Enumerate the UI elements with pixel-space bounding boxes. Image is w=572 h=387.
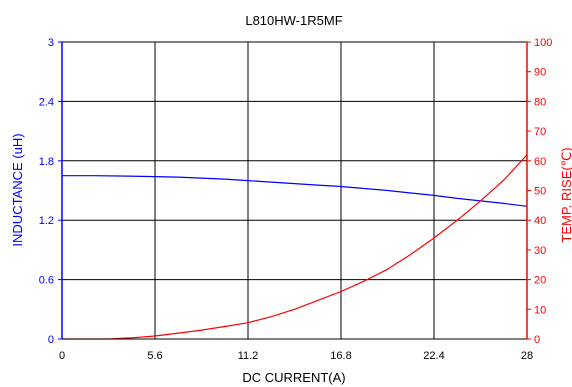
- y-right-tick-label: 0: [534, 334, 540, 346]
- tick-layer: 0 5.6 11.2 16.8 22.4 2800.61.21.82.4301020304…: [39, 37, 553, 362]
- y-axis-right-title: TEMP. RISE(℃): [559, 147, 572, 242]
- inductance-series-line: [62, 175, 528, 207]
- y-right-tick-label: 80: [534, 96, 546, 108]
- y-left-tick-label: 1.8: [39, 156, 54, 168]
- x-tick-label: 11.2: [238, 350, 259, 362]
- x-tick-label: 22.4: [423, 350, 444, 362]
- chart-title: L810HW-1R5MF: [245, 13, 342, 28]
- x-tick-label: 5.6: [147, 350, 162, 362]
- y-axis-left-title: INDUCTANCE (uH): [10, 133, 25, 246]
- x-axis-title: DC CURRENT(A): [242, 370, 345, 385]
- y-right-tick-label: 10: [534, 304, 546, 316]
- y-left-tick-label: 2.4: [39, 96, 54, 108]
- series-layer: [62, 154, 528, 340]
- y-right-tick-label: 40: [534, 215, 546, 227]
- y-right-tick-label: 90: [534, 67, 546, 79]
- y-right-tick-label: 100: [534, 37, 552, 49]
- y-right-tick-label: 60: [534, 156, 546, 168]
- x-tick-label: 16.8: [330, 350, 351, 362]
- y-right-tick-label: 70: [534, 126, 546, 138]
- y-right-tick-label: 20: [534, 275, 546, 287]
- y-right-tick-label: 30: [534, 245, 546, 257]
- grid-layer: [62, 42, 527, 339]
- x-tick-label: 28: [521, 350, 533, 362]
- axis-layer: [58, 41, 531, 340]
- x-tick-label: 0: [59, 350, 65, 362]
- y-left-tick-label: 0: [48, 334, 54, 346]
- y-left-tick-label: 3: [48, 37, 54, 49]
- temp-rise-series-line: [62, 154, 528, 340]
- y-left-tick-label: 0.6: [39, 275, 54, 287]
- y-right-tick-label: 50: [534, 186, 546, 198]
- y-left-tick-label: 1.2: [39, 215, 54, 227]
